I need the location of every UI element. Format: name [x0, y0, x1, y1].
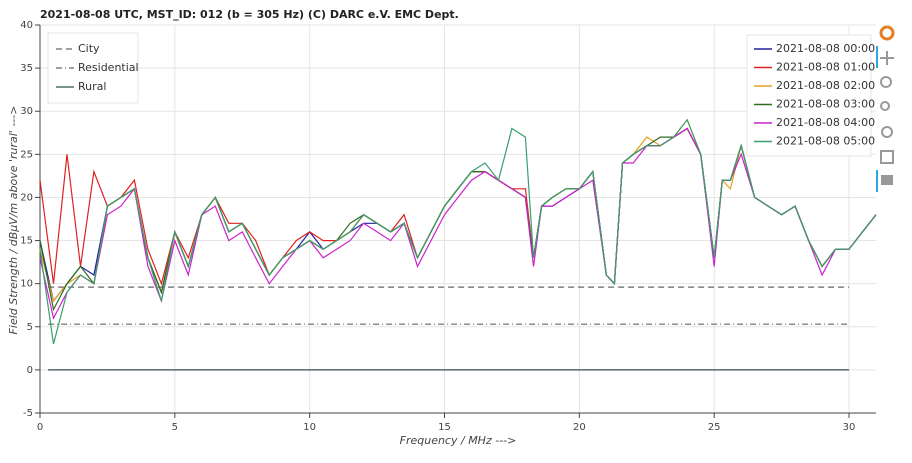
legend-label: 2021-08-08 05:00: [776, 135, 875, 148]
series-line: [39, 127, 877, 320]
y-tick-label: 5: [27, 322, 33, 333]
tool-active: [876, 170, 878, 192]
y-tick-label: 20: [20, 192, 33, 203]
x-tick-label: 5: [172, 422, 178, 433]
x-tick-label: 30: [843, 422, 856, 433]
legend-label: 2021-08-08 03:00: [776, 98, 875, 111]
x-tick-label: 20: [573, 422, 586, 433]
y-axis-label: Field Strength / dBµV/m above 'rural' --…: [7, 106, 20, 335]
x-axis-label: Frequency / MHz --->: [400, 434, 517, 447]
legend-label: 2021-08-08 04:00: [776, 116, 875, 129]
tool-active: [876, 46, 878, 68]
chart-title: 2021-08-08 UTC, MST_ID: 012 (b = 305 Hz)…: [40, 8, 459, 21]
x-tick-label: 10: [303, 422, 316, 433]
y-tick-label: 15: [20, 236, 33, 247]
pan-tool[interactable]: [880, 51, 894, 65]
y-tick-label: 30: [20, 106, 33, 117]
bokeh-logo: [879, 25, 895, 41]
legend-box: [746, 34, 872, 157]
y-tick-label: 25: [20, 149, 33, 160]
wheel-zoom-tool[interactable]: [880, 101, 890, 111]
legend-series: 2021-08-08 00:00 2021-08-08 01:00 2021-08-…: [746, 34, 875, 157]
y-tick-label: 0: [27, 365, 33, 376]
x-tick-label: 25: [708, 422, 721, 433]
y-tick-label: 10: [20, 279, 33, 290]
reset-tool[interactable]: [881, 126, 893, 138]
zoom-tool[interactable]: [880, 76, 892, 88]
legend-label: Rural: [78, 80, 106, 93]
y-tick-label: 40: [20, 20, 33, 31]
save-tool[interactable]: [880, 150, 894, 164]
y-tick-label: 35: [20, 63, 33, 74]
legend-box: [47, 32, 139, 104]
x-tick-label: 15: [438, 422, 451, 433]
hover-tool[interactable]: [881, 175, 893, 185]
legend-label: City: [78, 42, 100, 55]
legend-label: Residential: [78, 61, 139, 74]
toolbar: [876, 25, 895, 192]
legend-reference: City Residential Rural: [47, 32, 139, 104]
legend-label: 2021-08-08 00:00: [776, 42, 875, 55]
series-line: [39, 118, 877, 345]
x-tick-label: 0: [37, 422, 43, 433]
y-tick-label: -5: [23, 408, 33, 419]
legend-label: 2021-08-08 01:00: [776, 61, 875, 74]
legend-label: 2021-08-08 02:00: [776, 79, 875, 92]
